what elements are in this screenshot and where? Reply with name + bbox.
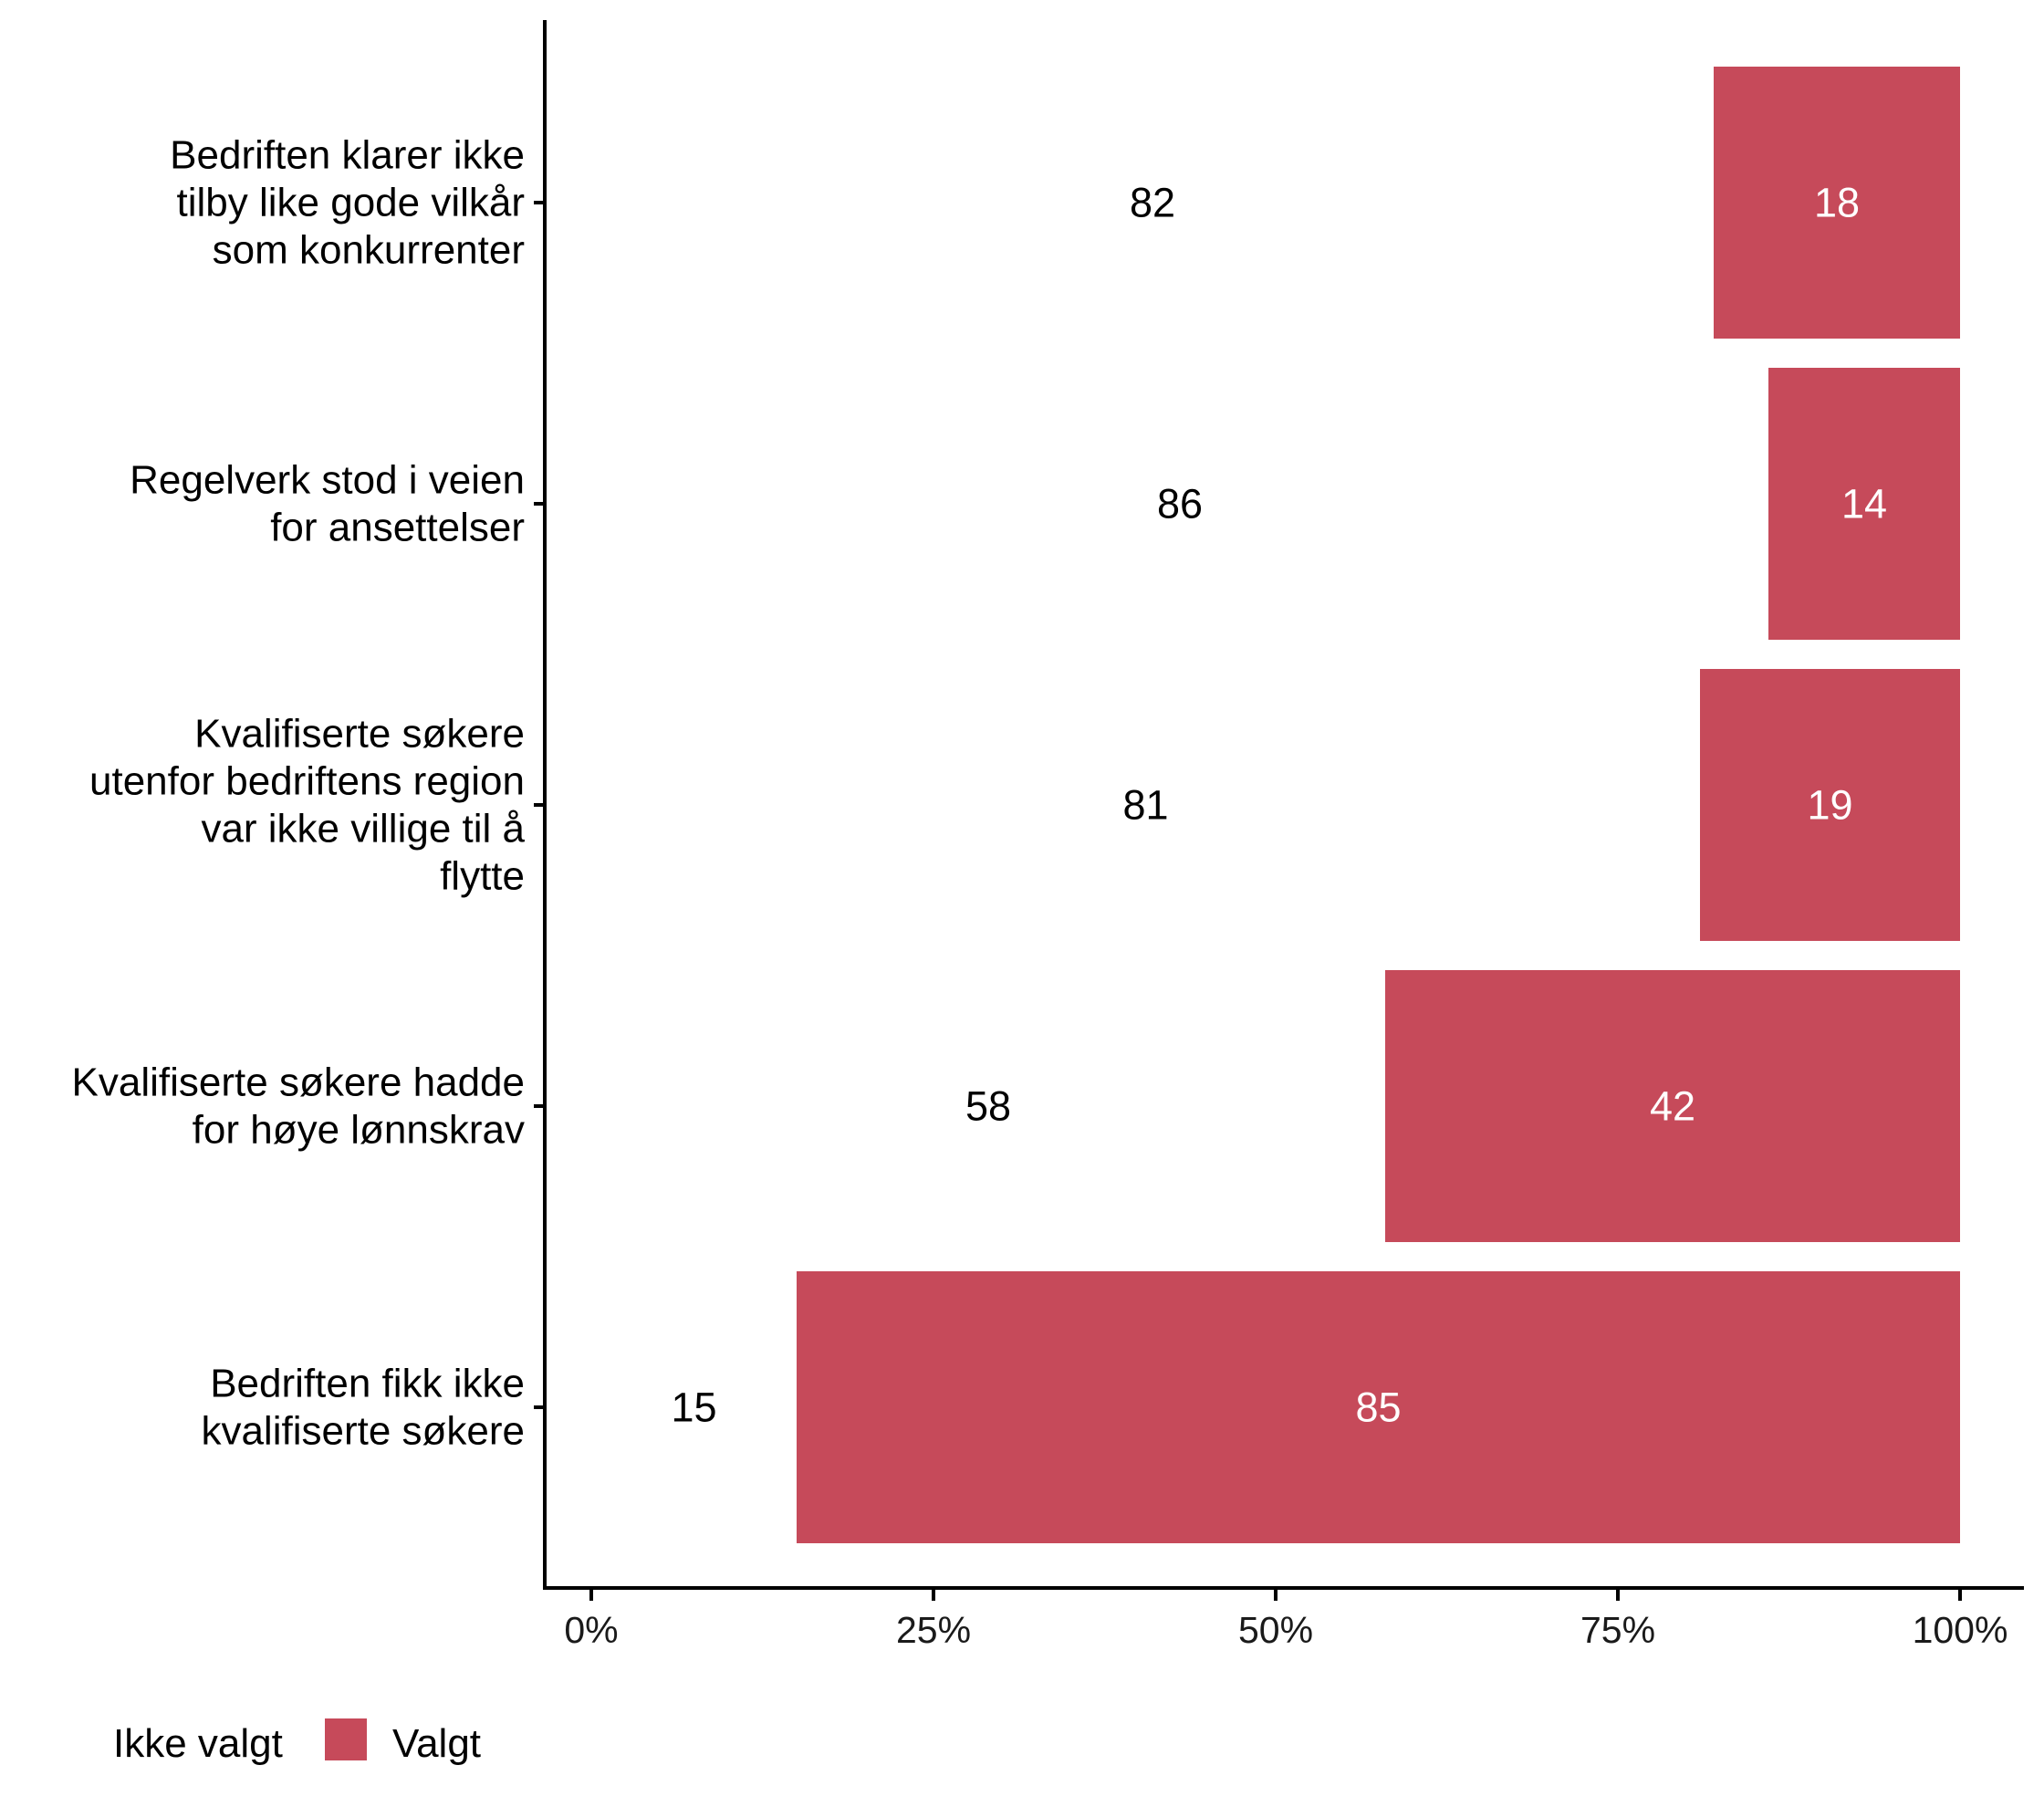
x-tick-label-0: 0% <box>564 1609 618 1651</box>
data-labels-layer: 82 18 86 14 81 19 58 42 15 85 <box>671 180 1887 1431</box>
y-ticks <box>534 201 545 1409</box>
category-label-line: utenfor bedriftens region <box>89 759 525 804</box>
bar-valgt-4 <box>797 1271 1960 1543</box>
x-tick-label-2: 50% <box>1238 1609 1313 1651</box>
category-label-line: Kvalifiserte søkere <box>194 712 525 757</box>
bar-ikke-valgt-3 <box>591 970 1385 1242</box>
data-label-valgt-3: 42 <box>1650 1083 1695 1130</box>
data-label-valgt-0: 18 <box>1814 180 1860 226</box>
legend-swatch-valgt <box>325 1718 367 1760</box>
category-label-line: for ansettelser <box>270 506 525 550</box>
legend-label-valgt: Valgt <box>392 1721 481 1766</box>
bar-valgt-3 <box>1385 970 1960 1242</box>
category-label-line: Kvalifiserte søkere hadde <box>72 1060 525 1105</box>
legend: Ikke valgt Valgt <box>113 1718 481 1766</box>
category-label-1: Regelverk stod i veien for ansettelser <box>130 458 525 550</box>
data-label-ikke-valgt-4: 15 <box>671 1384 716 1431</box>
bar-ikke-valgt-0 <box>591 67 1714 339</box>
category-label-4: Bedriften fikk ikke kvalifiserte søkere <box>201 1362 525 1454</box>
bar-valgt-1 <box>1768 368 1960 640</box>
category-labels: Bedriften klarer ikke tilby like gode vil… <box>72 133 526 1454</box>
bar-ikke-valgt-4 <box>591 1271 797 1543</box>
x-tick-label-3: 75% <box>1580 1609 1655 1651</box>
bars-layer <box>591 67 1960 1543</box>
category-label-line: Bedriften klarer ikke <box>170 133 525 178</box>
category-label-2: Kvalifiserte søkere utenfor bedriftens re… <box>89 712 526 899</box>
data-label-valgt-2: 19 <box>1807 782 1852 829</box>
category-label-line: Bedriften fikk ikke <box>210 1362 525 1406</box>
category-label-line: tilby like gode vilkår <box>177 181 526 225</box>
category-label-3: Kvalifiserte søkere hadde for høye lønnsk… <box>72 1060 525 1153</box>
bar-ikke-valgt-1 <box>591 368 1768 640</box>
category-label-line: som konkurrenter <box>213 228 525 273</box>
x-tick-label-4: 100% <box>1913 1609 2008 1651</box>
bar-valgt-0 <box>1714 67 1960 339</box>
bar-ikke-valgt-2 <box>591 669 1700 941</box>
data-label-ikke-valgt-3: 58 <box>965 1083 1011 1130</box>
category-label-line: flytte <box>440 854 525 899</box>
data-label-valgt-4: 85 <box>1355 1384 1401 1431</box>
category-label-0: Bedriften klarer ikke tilby like gode vil… <box>170 133 525 273</box>
legend-label-ikke-valgt: Ikke valgt <box>113 1721 283 1766</box>
category-label-line: kvalifiserte søkere <box>201 1409 525 1454</box>
category-label-line: for høye lønnskrav <box>193 1108 525 1153</box>
x-tick-label-1: 25% <box>896 1609 971 1651</box>
data-label-valgt-1: 14 <box>1841 481 1887 527</box>
category-label-line: var ikke villige til å <box>201 807 525 851</box>
data-label-ikke-valgt-0: 82 <box>1130 180 1175 226</box>
data-label-ikke-valgt-1: 86 <box>1157 481 1203 527</box>
bar-valgt-2 <box>1700 669 1960 941</box>
x-ticks: 0% 25% 50% 75% 100% <box>564 1588 2008 1651</box>
data-label-ikke-valgt-2: 81 <box>1122 782 1168 829</box>
category-label-line: Regelverk stod i veien <box>130 458 525 503</box>
